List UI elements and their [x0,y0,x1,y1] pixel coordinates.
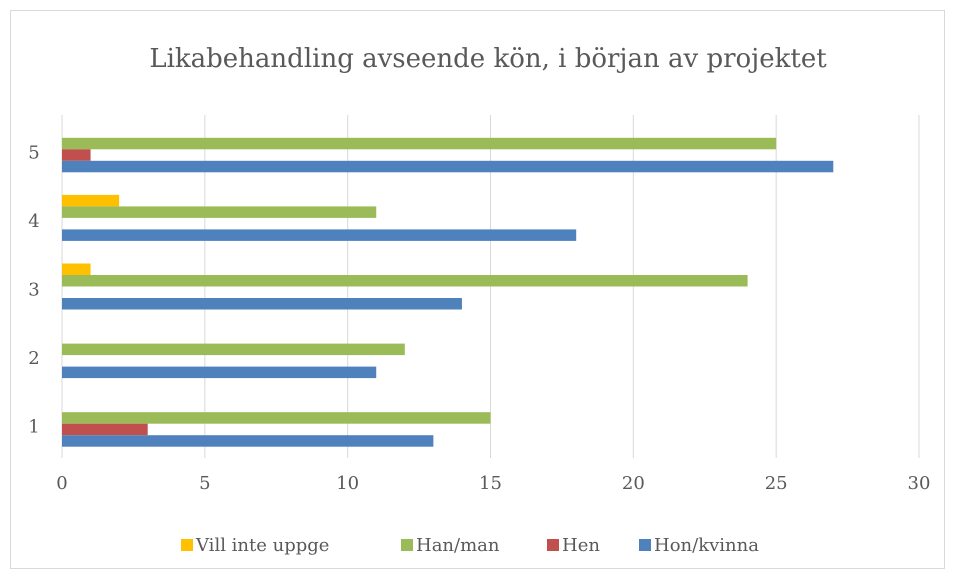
chart-title: Likabehandling avseende kön, i början av… [149,44,827,74]
bar [62,423,148,436]
bar [62,366,377,379]
y-tick-label: 3 [28,280,39,301]
x-tick-label: 25 [765,473,788,494]
legend-swatch [639,539,651,551]
x-tick-label: 0 [56,473,67,494]
bar [62,206,377,218]
legend-swatch [401,539,413,551]
x-tick-label: 5 [199,473,210,494]
bar [62,343,405,356]
bar [62,435,434,447]
bar [62,149,91,161]
bar [62,137,777,150]
y-tick-label: 5 [28,142,39,163]
legend-label: Han/man [416,535,500,556]
bar [62,412,491,424]
bar [62,160,834,173]
x-tick-label: 20 [622,473,645,494]
bar [62,275,748,287]
legend-swatch [547,539,559,551]
bar [62,298,462,310]
legend-label: Vill inte uppge [195,535,329,556]
legend-label: Hon/kvinna [654,535,759,556]
y-tick-label: 1 [28,417,39,438]
x-tick-label: 15 [479,473,502,494]
y-tick-label: 2 [28,348,39,369]
chart-border [10,10,945,569]
legend-label: Hen [562,535,600,556]
x-tick-label: 30 [908,473,931,494]
x-tick-label: 10 [336,473,359,494]
bar [62,263,91,275]
legend-swatch [181,539,193,551]
bar [62,194,120,207]
y-tick-label: 4 [28,211,39,232]
bar [62,229,577,241]
